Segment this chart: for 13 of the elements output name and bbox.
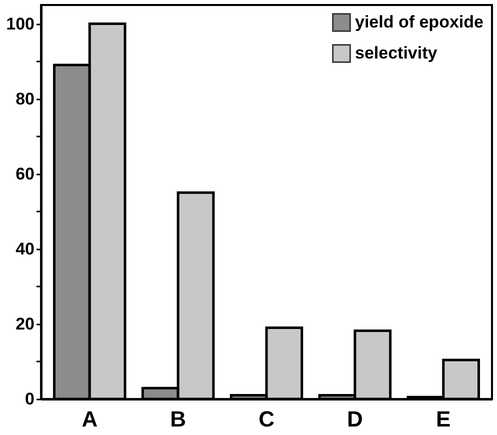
x-tick-label: B	[170, 406, 186, 432]
legend-label: selectivity	[355, 44, 438, 62]
y-tick-label: 0	[25, 390, 34, 408]
x-tick-label: E	[436, 406, 451, 432]
x-tick-label: A	[82, 406, 98, 432]
y-tick-label: 40	[16, 239, 34, 258]
y-tick-label: 80	[16, 89, 34, 108]
y-tick-label: 20	[16, 314, 34, 334]
legend-label: yield of epoxide	[355, 12, 484, 32]
y-tick-label: 100	[6, 14, 34, 34]
x-tick-label: C	[258, 406, 275, 432]
y-tick-label: 60	[16, 164, 34, 184]
x-tick-label: D	[346, 406, 363, 432]
